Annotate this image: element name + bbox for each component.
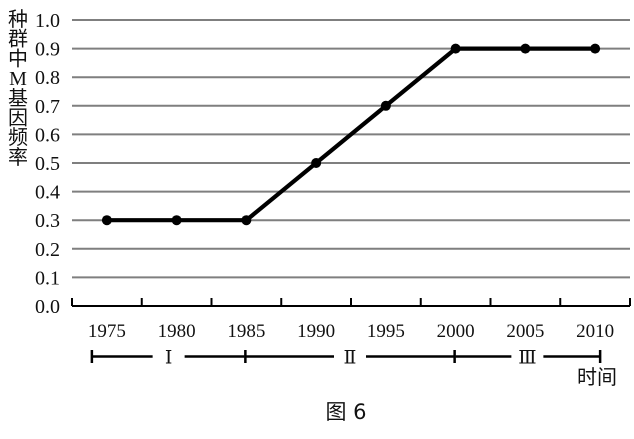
data-point [171,215,182,226]
y-axis-title-char: 因 [8,108,28,130]
interval-brackets: Ⅰ Ⅱ Ⅲ [90,348,602,369]
y-axis-title-char: 频 [8,126,28,149]
data-point [380,100,391,111]
y-tick-label: 0.3 [35,210,60,232]
data-series [101,43,601,226]
x-tick-label: 1975 [88,321,126,342]
interval-label: Ⅰ [165,348,173,369]
x-tick-label: 1980 [158,321,196,342]
interval-label: Ⅱ [344,348,357,369]
y-tick-label: 0.5 [35,153,60,175]
y-tick-label: 0.9 [35,39,60,61]
y-axis-title-char: 基 [8,87,28,110]
x-tick-label: 2005 [506,321,544,342]
data-point [590,43,601,54]
y-tick-label: 0.8 [35,67,60,89]
gene-frequency-line-chart: 0.0 0.1 0.2 0.3 0.4 0.5 0.6 0.7 0.8 0.9 1.0 种群中M基因… [8,8,631,389]
y-tick-label: 0.0 [35,296,60,318]
figure-caption: 图 6 [325,400,367,424]
y-tick-label: 1.0 [35,10,60,32]
data-point [241,215,252,226]
data-point [520,43,531,54]
y-axis-title-char: 率 [8,146,28,169]
x-tick-label: 1985 [227,321,265,342]
y-axis-title-char: M [9,68,27,90]
x-tick-label: 1990 [297,321,335,342]
y-axis-title-char: 群 [8,28,28,51]
data-point [450,43,461,54]
x-tick-label: 1995 [367,321,405,342]
frequency-line [104,46,598,223]
y-tick-label: 0.6 [35,124,60,146]
data-point [311,158,322,168]
x-tick-label: 2010 [576,321,614,342]
y-tick-label: 0.4 [35,182,60,204]
y-tick-label: 0.1 [35,267,60,289]
y-axis-title-char: 种 [8,8,28,31]
y-axis-tick-labels: 0.0 0.1 0.2 0.3 0.4 0.5 0.6 0.7 0.8 0.9 1.0 [35,10,60,318]
data-point [101,215,112,226]
y-axis-title-char: 中 [8,47,28,70]
x-axis-baseline [71,298,631,307]
x-axis-tick-labels: 1975 1980 1985 1990 1995 2000 2005 2010 [88,321,614,342]
gridlines [72,19,630,279]
y-tick-label: 0.2 [35,239,60,261]
y-tick-label: 0.7 [35,96,60,118]
x-axis-label: 时间 [577,366,617,389]
x-tick-label: 2000 [437,321,475,342]
interval-label: Ⅲ [518,348,536,369]
